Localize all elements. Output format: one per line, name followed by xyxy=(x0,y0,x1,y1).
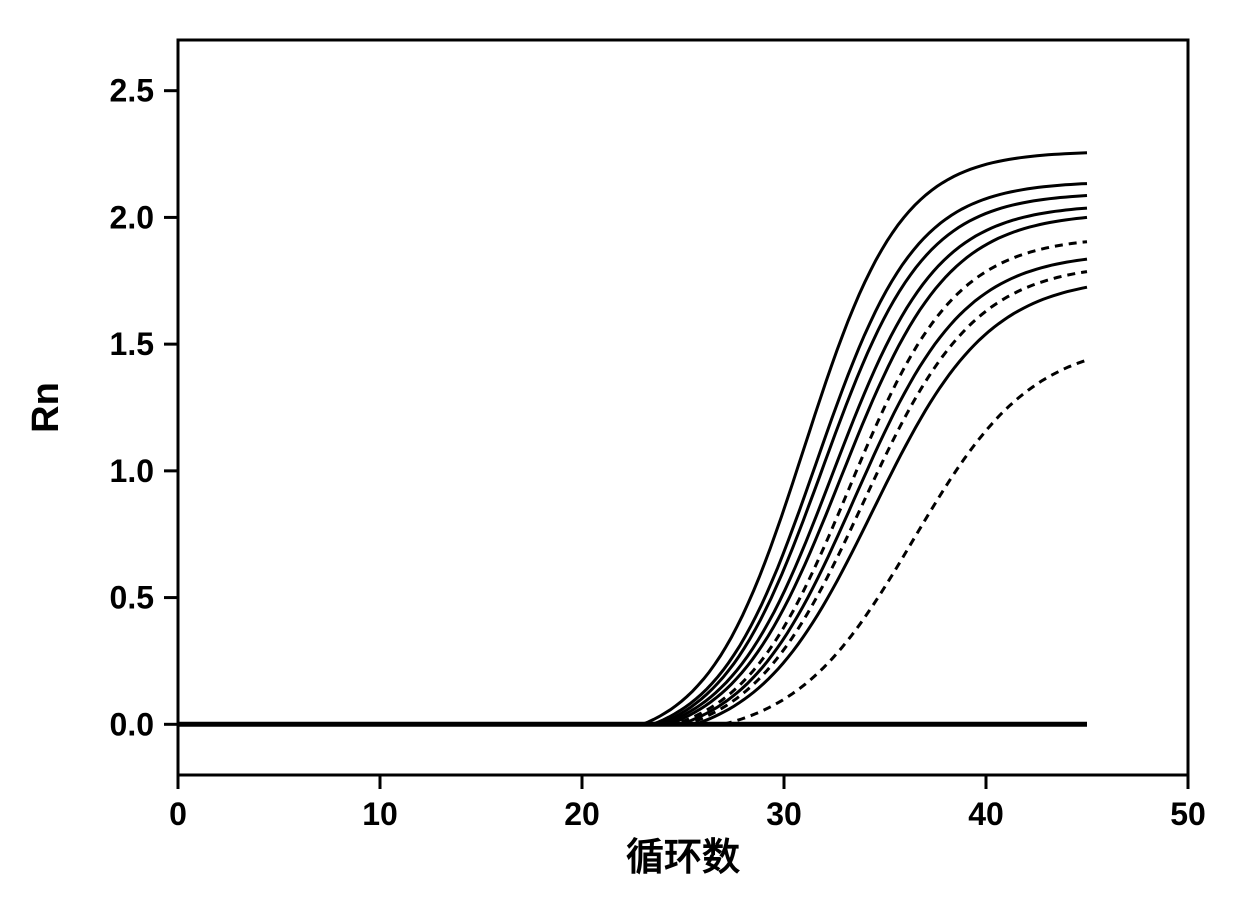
amplification-curve xyxy=(178,242,1087,725)
y-tick-label: 1.5 xyxy=(110,326,154,362)
y-tick-label: 2.5 xyxy=(110,73,154,109)
x-axis-label: 循环数 xyxy=(626,837,740,879)
x-tick-label: 10 xyxy=(362,796,398,832)
amplification-curve xyxy=(178,272,1087,725)
y-tick-label: 0.5 xyxy=(110,580,154,616)
x-tick-label: 50 xyxy=(1170,796,1206,832)
plot-border xyxy=(178,40,1188,775)
amplification-curves xyxy=(178,153,1087,725)
y-ticks: 0.0 0.5 1.0 1.5 2.0 2.5 xyxy=(110,73,178,743)
y-axis-label: Rn xyxy=(25,382,67,433)
amplification-curve xyxy=(178,360,1087,724)
amplification-curve xyxy=(178,196,1087,725)
y-tick-label: 2.0 xyxy=(110,199,154,235)
chart-svg: 0 10 20 30 40 50 0.0 0.5 1.0 1.5 2.0 2.5 循环数 Rn xyxy=(0,0,1240,904)
x-tick-label: 20 xyxy=(564,796,600,832)
amplification-curve xyxy=(178,153,1087,725)
amplification-curve xyxy=(178,208,1087,724)
amplification-curve xyxy=(178,287,1087,724)
x-tick-label: 0 xyxy=(169,796,187,832)
amplification-curve xyxy=(178,184,1087,725)
amplification-chart: 0 10 20 30 40 50 0.0 0.5 1.0 1.5 2.0 2.5 循环数 Rn xyxy=(0,0,1240,904)
x-tick-label: 40 xyxy=(968,796,1004,832)
x-tick-label: 30 xyxy=(766,796,802,832)
amplification-curve xyxy=(178,259,1087,724)
amplification-curve xyxy=(178,217,1087,724)
x-ticks: 0 10 20 30 40 50 xyxy=(169,775,1206,832)
y-tick-label: 1.0 xyxy=(110,453,154,489)
y-tick-label: 0.0 xyxy=(110,706,154,742)
